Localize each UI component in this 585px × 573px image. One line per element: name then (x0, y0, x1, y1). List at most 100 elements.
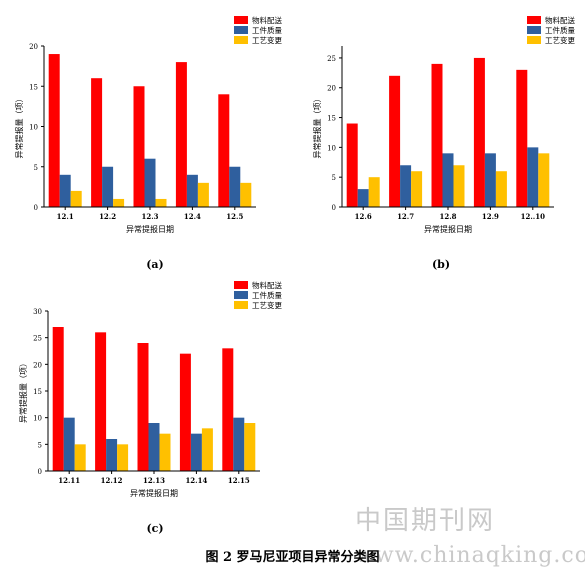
x-tick-label: 12.3 (141, 212, 158, 221)
legend-label: 工件质量 (545, 25, 575, 35)
bar-process (70, 190, 82, 207)
bar-quality (527, 147, 539, 207)
y-tick-label: 10 (327, 144, 336, 152)
watermark-cn: 中国期刊网 (355, 506, 496, 536)
y-tick-label: 20 (33, 361, 42, 369)
bar-material (133, 86, 145, 207)
bar-process (538, 153, 550, 207)
legend-swatch (234, 26, 248, 34)
legend-swatch (234, 36, 248, 44)
legend-swatch (234, 301, 248, 309)
legend-label: 工件质量 (252, 25, 282, 35)
chart-panel-b: 0 5 10 15 20 25 12.6 12.7 12.8 12.9 12..10 异常提报日期 异常… (312, 15, 575, 271)
bar-process (495, 171, 507, 207)
bar-material (95, 332, 107, 471)
bar-material (346, 123, 358, 207)
panel-label: (c) (146, 522, 163, 535)
figure-caption: 图 2 罗马尼亚项目异常分类图 (205, 550, 380, 565)
legend-label: 工艺变更 (252, 35, 282, 45)
y-axis-title: 异常提报量（项） (18, 359, 28, 423)
chart-panel-a: 0 5 10 15 20 12.1 12.2 12.3 12.4 12.5 异常提报日期 异常提报量（… (14, 15, 282, 271)
bar-quality (106, 439, 118, 471)
bar-material (179, 353, 191, 471)
y-axis-title: 异常提报量（项） (14, 95, 24, 159)
bar-process (201, 428, 213, 471)
y-tick-label: 30 (33, 308, 42, 316)
x-tick-label: 12.1 (57, 212, 74, 221)
legend-swatch (234, 281, 248, 289)
x-tick-label: 12.8 (439, 212, 456, 221)
legend-label: 工艺变更 (252, 300, 282, 310)
bar-process (117, 444, 129, 471)
bar-material (218, 94, 230, 207)
bar-quality (148, 423, 160, 471)
bar-material (516, 69, 528, 207)
y-tick-label: 0 (38, 468, 42, 476)
bar-material (175, 62, 187, 207)
bar-material (473, 57, 485, 207)
x-axis-title: 异常提报日期 (126, 224, 174, 234)
bar-material (431, 63, 443, 208)
legend-label: 工艺变更 (545, 35, 575, 45)
x-axis-title: 异常提报日期 (424, 224, 472, 234)
y-tick-label: 25 (33, 335, 42, 343)
x-tick-label: 12.5 (226, 212, 243, 221)
bar-quality (357, 189, 369, 207)
y-tick-label: 20 (327, 85, 336, 93)
bar-material (137, 343, 149, 471)
legend-label: 物料配送 (252, 15, 282, 25)
bar-process (411, 171, 423, 207)
y-tick-label: 20 (29, 43, 38, 51)
bar-process (197, 182, 209, 207)
bar-quality (190, 433, 202, 471)
x-tick-label: 12.15 (228, 476, 250, 485)
bar-quality (144, 158, 156, 207)
y-tick-label: 5 (38, 441, 42, 449)
bar-material (389, 75, 401, 207)
y-tick-label: 5 (34, 164, 38, 172)
y-tick-label: 10 (33, 415, 42, 423)
y-tick-label: 15 (327, 115, 336, 123)
y-tick-label: 25 (327, 55, 336, 63)
bar-quality (63, 417, 75, 471)
bar-process (74, 444, 86, 471)
legend-swatch (527, 36, 541, 44)
bar-process (240, 182, 252, 207)
legend-swatch (234, 16, 248, 24)
y-tick-label: 15 (29, 83, 38, 91)
y-tick-label: 0 (332, 204, 336, 212)
bar-quality (229, 166, 241, 207)
x-tick-label: 12.14 (185, 476, 207, 485)
bar-process (155, 198, 167, 207)
legend-label: 物料配送 (252, 280, 282, 290)
bar-process (244, 423, 256, 471)
bar-material (52, 327, 64, 471)
x-axis-title: 异常提报日期 (130, 488, 178, 498)
x-tick-label: 12..10 (521, 212, 545, 221)
bar-quality (400, 165, 412, 207)
bar-process (368, 177, 380, 207)
bar-quality (59, 174, 71, 207)
bar-process (113, 198, 125, 207)
watermark-url: www.chinaqking.com (355, 543, 585, 568)
x-tick-label: 12.2 (99, 212, 116, 221)
legend-label: 物料配送 (545, 15, 575, 25)
y-tick-label: 10 (29, 124, 38, 132)
chart-panel-c: 0 5 10 15 20 25 30 12.11 12.12 12.13 12.14 12.15 异常提… (18, 280, 282, 535)
y-axis-title: 异常提报量（项） (312, 95, 322, 159)
bar-process (453, 165, 465, 207)
legend-swatch (527, 16, 541, 24)
bar-material (48, 54, 60, 207)
y-tick-label: 5 (332, 174, 336, 182)
x-tick-label: 12.9 (482, 212, 499, 221)
panel-label: (a) (146, 258, 164, 271)
x-tick-label: 12.11 (58, 476, 80, 485)
x-tick-label: 12.6 (355, 212, 372, 221)
x-tick-label: 12.13 (143, 476, 165, 485)
bar-process (159, 433, 171, 471)
legend-swatch (234, 291, 248, 299)
bar-quality (186, 174, 198, 207)
x-tick-label: 12.4 (184, 212, 201, 221)
bar-quality (442, 153, 454, 207)
